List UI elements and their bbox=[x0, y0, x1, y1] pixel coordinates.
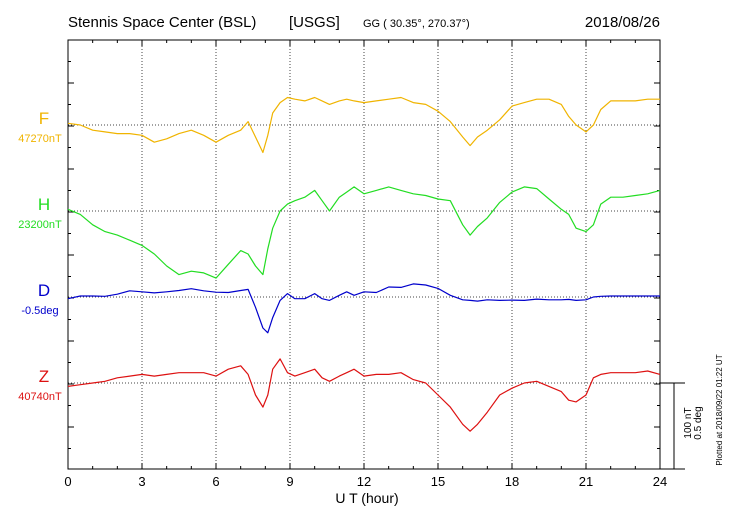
component-baseline-h: 23200nT bbox=[18, 219, 62, 231]
component-baseline-z: 40740nT bbox=[18, 391, 62, 403]
trace-h bbox=[67, 186, 661, 279]
trace-z bbox=[67, 358, 661, 432]
axis-ticks bbox=[67, 39, 661, 469]
station-title: Stennis Space Center (BSL) bbox=[68, 14, 256, 31]
x-tick-label: 6 bbox=[212, 474, 219, 489]
x-tick-label: 9 bbox=[286, 474, 293, 489]
trace-f bbox=[67, 96, 660, 154]
x-tick-label: 12 bbox=[357, 474, 371, 489]
network-label: [USGS] bbox=[289, 14, 340, 31]
component-name-f: F bbox=[39, 109, 49, 128]
x-tick-label: 24 bbox=[653, 474, 667, 489]
plot-frame bbox=[67, 39, 661, 470]
trace-d bbox=[67, 283, 660, 334]
x-tick-label: 15 bbox=[431, 474, 445, 489]
x-tick-label: 18 bbox=[505, 474, 519, 489]
coordinates-label: GG ( 30.35°, 270.37°) bbox=[363, 18, 470, 30]
traces bbox=[67, 96, 661, 432]
x-tick-labels: 0 3 6 9 12 15 18 21 24 bbox=[64, 474, 667, 489]
component-name-h: H bbox=[38, 195, 50, 214]
scale-bar: 100 nT 0.5 deg bbox=[660, 382, 704, 470]
grid-lines bbox=[68, 40, 660, 469]
plotted-note: Plotted at 2018/09/22 01:22 UT bbox=[715, 354, 724, 465]
x-axis-label: U T (hour) bbox=[335, 490, 398, 506]
x-tick-label: 3 bbox=[138, 474, 145, 489]
component-baseline-d: -0.5deg bbox=[21, 305, 58, 317]
component-name-z: Z bbox=[39, 367, 49, 386]
scale-nt-label: 100 nT bbox=[683, 407, 694, 438]
x-tick-label: 0 bbox=[64, 474, 71, 489]
date-label: 2018/08/26 bbox=[585, 14, 660, 31]
component-baseline-f: 47270nT bbox=[18, 133, 62, 145]
x-tick-label: 21 bbox=[579, 474, 593, 489]
component-name-d: D bbox=[38, 281, 50, 300]
scale-deg-label: 0.5 deg bbox=[693, 406, 704, 439]
component-labels: F 47270nT H 23200nT D -0.5deg Z 40740nT bbox=[18, 109, 62, 403]
